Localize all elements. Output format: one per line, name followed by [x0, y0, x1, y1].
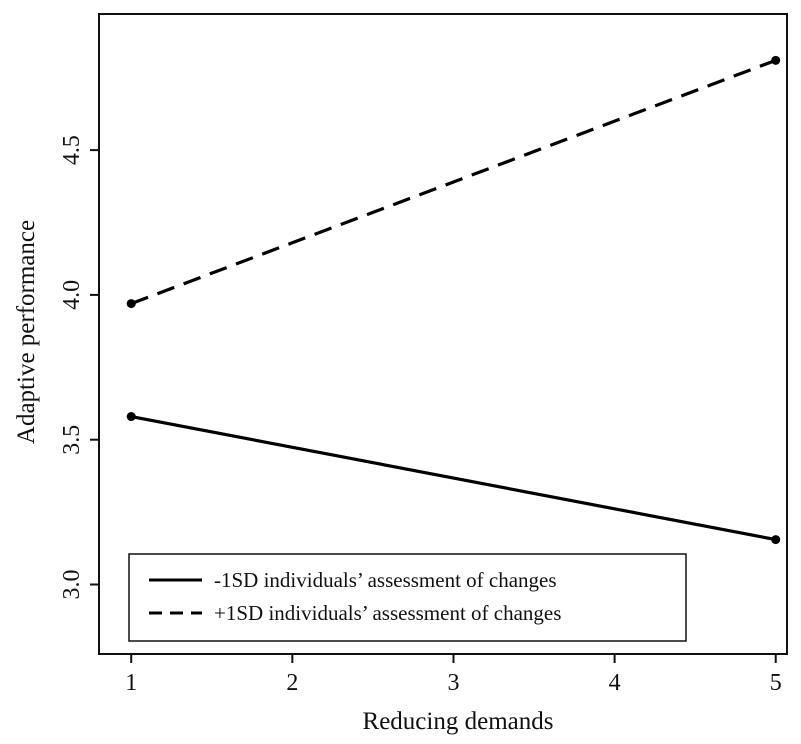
legend-label-series-1: -1SD individuals’ assessment of changes	[214, 568, 557, 592]
series-layer	[126, 55, 781, 545]
series-2-point	[771, 55, 781, 65]
series-1-point	[126, 412, 136, 422]
series-line-1	[130, 414, 777, 542]
x-axis: 1 2 3 4 5	[125, 653, 786, 696]
legend: -1SD individuals’ assessment of changes …	[128, 553, 687, 642]
y-tick-label: 3.5	[59, 425, 85, 455]
x-tick-label: 3	[447, 670, 459, 696]
x-tick-label: 4	[609, 670, 621, 696]
x-tick-label: 5	[770, 670, 782, 696]
y-axis: 3.0 3.5 4.0 4.5	[59, 129, 100, 599]
y-tick-label: 3.0	[59, 569, 85, 599]
legend-label-series-2: +1SD individuals’ assessment of changes	[214, 601, 561, 625]
series-2-point	[126, 299, 136, 309]
x-tick-label: 2	[286, 670, 298, 696]
x-tick-label: 1	[125, 670, 137, 696]
x-axis-title: Reducing demands	[363, 708, 554, 735]
y-tick-label: 4.5	[59, 135, 85, 165]
y-tick-label: 4.0	[59, 280, 85, 310]
series-1-point	[771, 535, 781, 545]
series-line-2	[130, 58, 777, 306]
y-axis-title: Adaptive performance	[13, 220, 40, 444]
legend-box	[128, 553, 687, 642]
